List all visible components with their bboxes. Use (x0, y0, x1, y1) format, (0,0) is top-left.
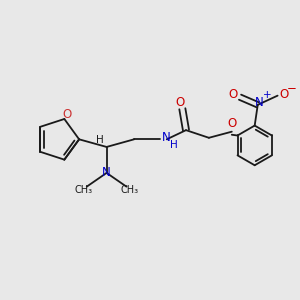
Text: H: H (96, 135, 104, 145)
Text: O: O (229, 88, 238, 100)
Text: −: − (286, 82, 296, 94)
Text: O: O (175, 96, 184, 109)
Text: O: O (280, 88, 289, 100)
Text: N: N (255, 96, 264, 109)
Text: O: O (227, 117, 236, 130)
Text: CH₃: CH₃ (120, 185, 139, 195)
Text: O: O (62, 108, 71, 121)
Text: N: N (162, 131, 170, 144)
Text: CH₃: CH₃ (75, 185, 93, 195)
Text: +: + (262, 90, 271, 100)
Text: N: N (102, 167, 111, 179)
Text: H: H (170, 140, 178, 150)
